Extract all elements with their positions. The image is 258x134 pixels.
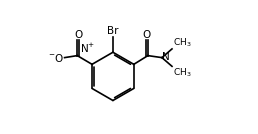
Text: O: O xyxy=(143,30,151,40)
Text: $^{-}$O: $^{-}$O xyxy=(48,52,64,64)
Text: Br: Br xyxy=(107,26,119,36)
Text: O: O xyxy=(74,30,83,40)
Text: CH$_3$: CH$_3$ xyxy=(173,67,191,79)
Text: N$^{+}$: N$^{+}$ xyxy=(80,41,95,55)
Text: CH$_3$: CH$_3$ xyxy=(173,36,191,49)
Text: N: N xyxy=(163,52,170,62)
